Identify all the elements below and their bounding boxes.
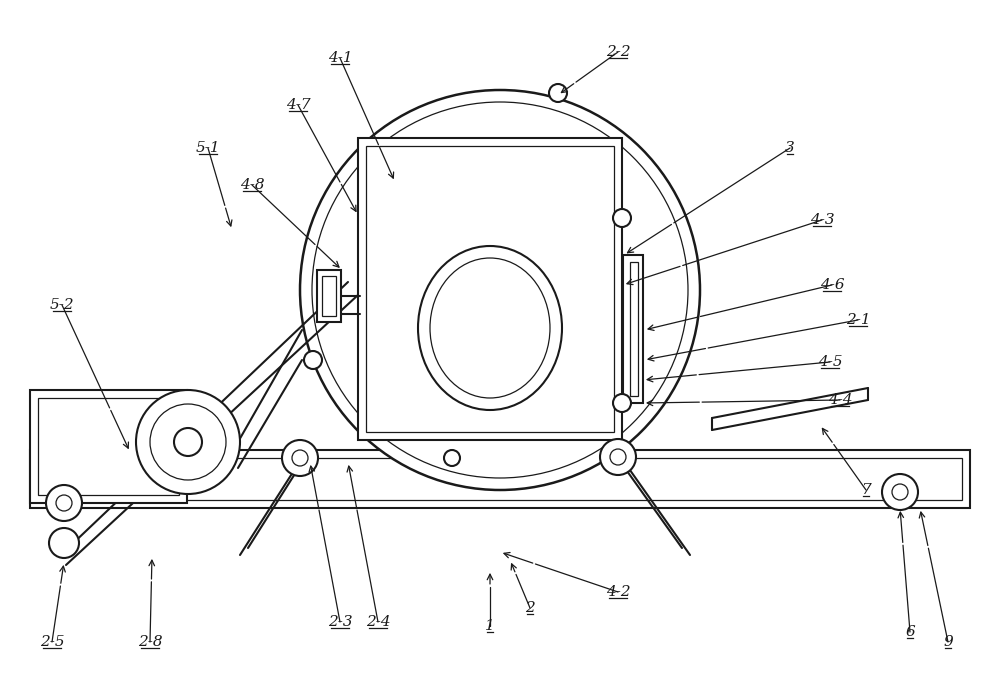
Ellipse shape <box>430 258 550 398</box>
Circle shape <box>444 450 460 466</box>
Text: 4-8: 4-8 <box>240 178 264 192</box>
Text: 2: 2 <box>525 601 535 615</box>
Text: 1: 1 <box>485 619 495 633</box>
Circle shape <box>610 449 626 465</box>
Circle shape <box>304 351 322 369</box>
Text: 5-1: 5-1 <box>196 141 220 155</box>
Bar <box>623 255 643 403</box>
Circle shape <box>46 485 82 521</box>
Text: 2-1: 2-1 <box>846 313 870 327</box>
Bar <box>322 276 336 316</box>
Circle shape <box>613 209 631 227</box>
Bar <box>38 398 179 495</box>
Circle shape <box>49 528 79 558</box>
Circle shape <box>892 484 908 500</box>
Text: 4-4: 4-4 <box>828 393 852 407</box>
Circle shape <box>150 404 226 480</box>
Text: 2-8: 2-8 <box>138 635 162 649</box>
Bar <box>30 450 970 508</box>
Bar <box>366 146 614 432</box>
Text: 4-5: 4-5 <box>818 355 842 369</box>
Text: 4-6: 4-6 <box>820 278 844 292</box>
Circle shape <box>300 90 700 490</box>
Bar <box>630 262 638 396</box>
Circle shape <box>600 439 636 475</box>
Ellipse shape <box>418 246 562 410</box>
Circle shape <box>882 474 918 510</box>
Text: 2-4: 2-4 <box>366 615 390 629</box>
Text: 7: 7 <box>861 483 871 497</box>
Circle shape <box>174 428 202 456</box>
Text: 2-3: 2-3 <box>328 615 352 629</box>
Circle shape <box>136 390 240 494</box>
Text: 4-3: 4-3 <box>810 213 834 227</box>
Text: 9: 9 <box>943 635 953 649</box>
Text: 4-7: 4-7 <box>286 98 310 112</box>
Circle shape <box>56 495 72 511</box>
Circle shape <box>613 394 631 412</box>
Text: 2-5: 2-5 <box>40 635 64 649</box>
Circle shape <box>282 440 318 476</box>
Text: 4-2: 4-2 <box>606 585 630 599</box>
Bar <box>30 390 187 503</box>
Text: 6: 6 <box>905 625 915 639</box>
Text: 4-1: 4-1 <box>328 51 352 65</box>
Circle shape <box>292 450 308 466</box>
Text: 3: 3 <box>785 141 795 155</box>
Text: 5-2: 5-2 <box>50 298 74 312</box>
Bar <box>317 270 341 322</box>
Circle shape <box>312 102 688 478</box>
Bar <box>358 138 622 440</box>
Text: 2-2: 2-2 <box>606 45 630 59</box>
Bar <box>38 458 962 500</box>
Circle shape <box>549 84 567 102</box>
